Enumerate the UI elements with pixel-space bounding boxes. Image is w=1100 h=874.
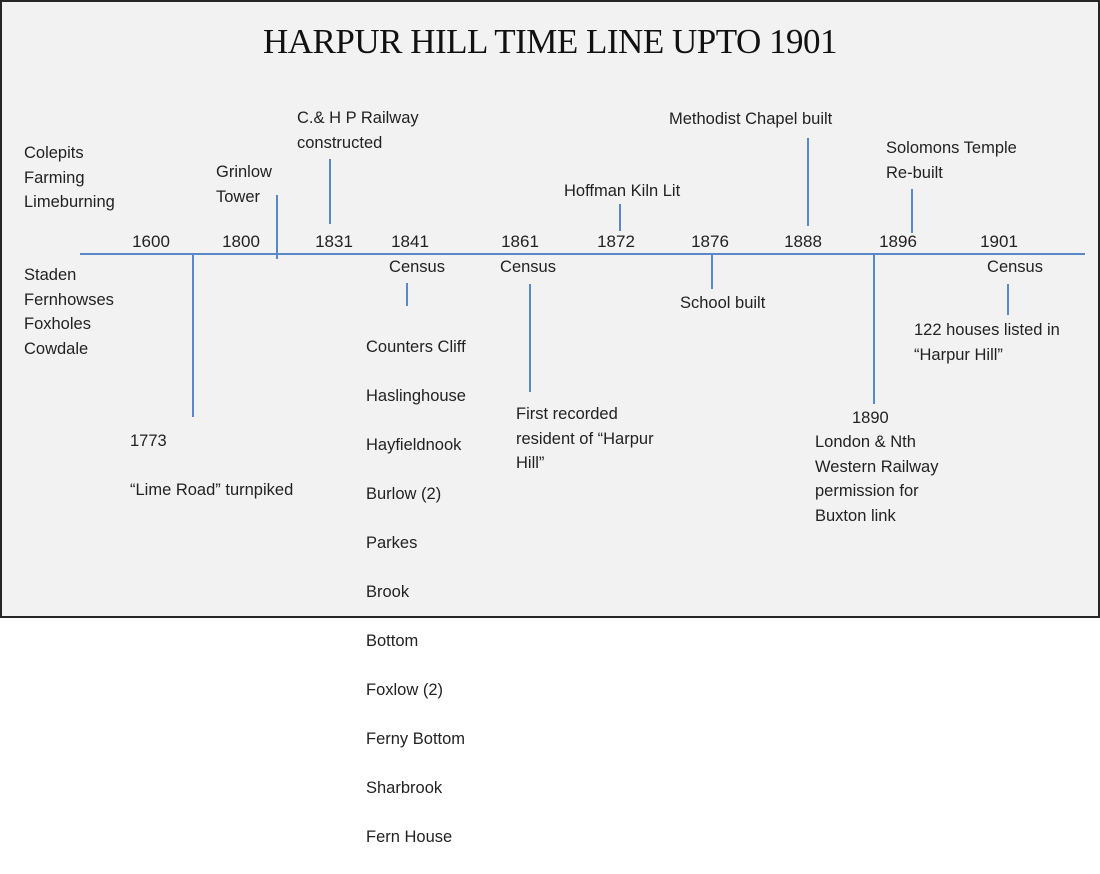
page-title: HARPUR HILL TIME LINE UPTO 1901 — [263, 22, 837, 61]
year-label-1872: 1872 — [597, 232, 635, 251]
railway-1890-year: 1890 — [852, 409, 889, 427]
timeline-slide: HARPUR HILL TIME LINE UPTO 1901 1600 180… — [0, 0, 1100, 846]
year-label-1888: 1888 — [784, 232, 822, 251]
census-place: Brook — [366, 582, 410, 601]
census-1841-places-list: Counters Cliff Haslinghouse Hayfieldnook… — [366, 310, 466, 874]
connector-census-1841 — [406, 283, 408, 306]
census-place: Parkes — [366, 533, 418, 552]
census-place: Bottom — [366, 631, 419, 650]
year-label-1896: 1896 — [879, 232, 917, 251]
annotation-school-built: School built — [680, 294, 766, 312]
connector-grinlow-tower — [276, 195, 278, 259]
annotation-railway-constructed: C.& H P Railway constructed — [297, 109, 419, 152]
census-place: Fern House — [366, 827, 453, 846]
census-place: Burlow (2) — [366, 484, 442, 503]
turnpike-text: “Lime Road” turnpiked — [130, 480, 294, 499]
annotation-turnpike-group: 1773 “Lime Road” turnpiked — [130, 404, 293, 527]
census-place: Foxlow (2) — [366, 680, 444, 699]
annotation-staden-hamlets: Staden Fernhowses Foxholes Cowdale — [24, 266, 114, 358]
connector-railway-1890 — [873, 255, 875, 404]
connector-methodist-chapel — [807, 138, 809, 226]
census-1901-label: Census — [987, 258, 1043, 276]
timeline-axis — [80, 253, 1085, 255]
annotation-first-resident: First recorded resident of “Harpur Hill” — [516, 405, 654, 472]
census-1841-label: Census — [389, 258, 445, 276]
annotation-colepits-farming: Colepits Farming Limeburning — [24, 144, 115, 211]
year-label-1876: 1876 — [691, 232, 729, 251]
annotation-railway-1890: London & Nth Western Railway permission … — [815, 433, 939, 525]
year-label-1800: 1800 — [222, 232, 260, 251]
connector-turnpike-1773 — [192, 255, 194, 417]
annotation-grinlow-tower: Grinlow Tower — [216, 163, 272, 206]
census-place: Hayfieldnook — [366, 435, 462, 454]
annotation-solomons-temple: Solomons Temple Re-built — [886, 139, 1017, 182]
connector-census-1901 — [1007, 284, 1009, 315]
census-place: Ferny Bottom — [366, 729, 466, 748]
connector-census-1861 — [529, 284, 531, 392]
annotation-hoffman-kiln: Hoffman Kiln Lit — [564, 182, 681, 200]
census-place: Counters Cliff — [366, 337, 466, 356]
annotation-122-houses: 122 houses listed in “Harpur Hill” — [914, 321, 1060, 364]
annotation-methodist-chapel: Methodist Chapel built — [669, 110, 833, 128]
census-place: Sharbrook — [366, 778, 443, 797]
year-label-1600: 1600 — [132, 232, 170, 251]
year-label-1831: 1831 — [315, 232, 353, 251]
year-label-1841: 1841 — [391, 232, 429, 251]
census-1861-label: Census — [500, 258, 556, 276]
connector-hoffman-kiln — [619, 204, 621, 231]
census-place: Haslinghouse — [366, 386, 466, 405]
year-label-1901: 1901 — [980, 232, 1018, 251]
year-label-1861: 1861 — [501, 232, 539, 251]
connector-solomons-temple — [911, 189, 913, 233]
connector-school-1876 — [711, 255, 713, 289]
connector-railway-1831 — [329, 159, 331, 224]
turnpike-year: 1773 — [130, 431, 167, 450]
